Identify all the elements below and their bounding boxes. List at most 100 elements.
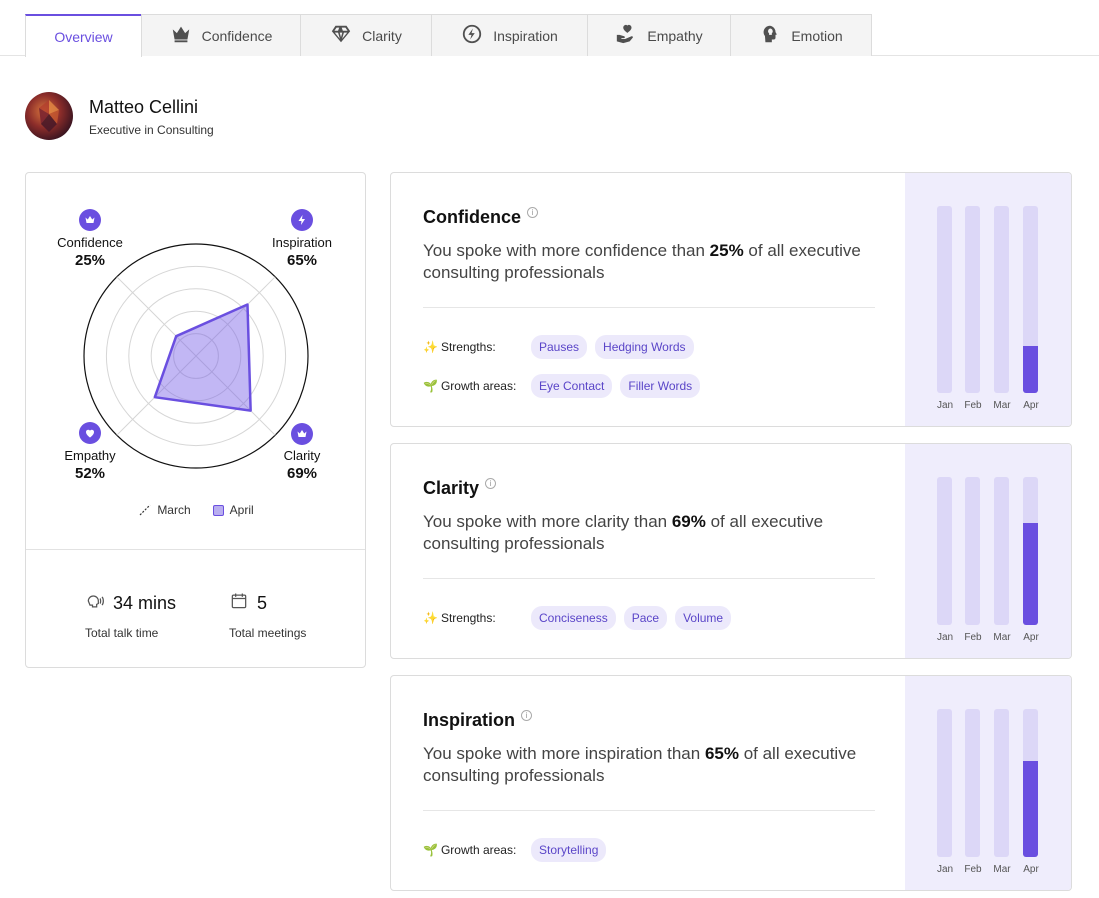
stat-value: 5 [257,593,268,613]
radar-label-confidence: Confidence 25% [35,235,145,269]
tab-confidence[interactable]: Confidence [141,14,301,56]
seedling-icon: 🌱 [423,843,438,857]
tab-label: Emotion [791,27,843,44]
heart-hand-icon [79,422,101,444]
bolt-icon [291,209,313,231]
tab-inspiration[interactable]: Inspiration [431,14,588,56]
crown-icon [291,423,313,445]
tag[interactable]: Filler Words [620,374,701,398]
radar-axis-pct: 69% [286,465,318,482]
sparkles-icon: ✨ [423,340,438,354]
tab-clarity[interactable]: Clarity [300,14,432,56]
radar-axis-name: Clarity [283,448,321,463]
radar-chart [83,243,309,469]
month-label: Mar [993,632,1011,643]
radar-legend: March April [26,503,367,517]
desc-text: of all executive consulting professional… [423,744,857,785]
card-title-text: Confidence [423,207,522,227]
desc-text: You spoke with more inspiration than [423,744,705,763]
dashed-line-icon [139,504,151,516]
seedling-icon: 🌱 [423,379,438,393]
info-icon[interactable]: i [485,478,497,489]
growth-row: 🌱 Growth areas: Storytelling [423,838,614,862]
radar-axis-pct: 25% [74,252,106,269]
month-label: Mar [993,864,1011,875]
row-label: Strengths: [440,340,496,354]
radar-grid-ring [173,333,219,379]
month-bar [994,709,1009,857]
month-label: Jan [936,864,954,875]
head-lightbulb-icon [759,23,781,48]
month-bar [994,477,1009,625]
divider [26,549,365,550]
month-label: Apr [1023,632,1039,643]
card-title: Inspiration i [423,710,533,731]
radar-label-empathy: Empathy 52% [35,448,145,482]
radar-axis-pct: 65% [286,252,318,269]
month-label: Apr [1023,400,1039,411]
metric-card-clarity: Clarity i You spoke with more clarity th… [390,443,1072,659]
summary-card: Confidence 25% Inspiration 65% Clarity 6… [25,172,366,668]
legend-april[interactable]: April [212,503,254,517]
stat-label: Total meetings [229,626,307,640]
month-bar [937,206,952,393]
crown-icon [79,209,101,231]
radar-axis-line [116,276,197,357]
card-title: Confidence i [423,207,539,228]
radar-grid-ring [128,288,264,424]
card-description: You spoke with more clarity than 69% of … [423,511,893,555]
radar-grid-ring [105,265,287,447]
tag[interactable]: Storytelling [531,838,607,862]
radar-label-inspiration: Inspiration 65% [247,235,357,269]
month-label: Mar [993,400,1011,411]
sparkles-icon: ✨ [423,611,438,625]
strengths-row: ✨ Strengths: Pauses Hedging Words [423,335,702,359]
month-bar-fill [1023,522,1038,625]
month-label: Feb [964,400,982,411]
radar-area-april [153,303,252,412]
month-bar-fill [1023,760,1038,857]
desc-pct: 25% [709,241,744,260]
tag[interactable]: Conciseness [531,606,616,630]
tab-emotion[interactable]: Emotion [730,14,872,56]
desc-text: You spoke with more confidence than [423,241,710,260]
heart-hand-icon [615,23,637,48]
radar-axis-line [195,355,276,436]
avatar [25,92,73,140]
tab-overview[interactable]: Overview [25,14,142,57]
tab-label: Inspiration [493,27,558,44]
card-description: You spoke with more confidence than 25% … [423,240,893,284]
monthly-bar-chart: Jan Feb Mar Apr [905,444,1071,658]
tag[interactable]: Pauses [531,335,588,359]
desc-text: of all executive consulting professional… [423,241,861,282]
legend-march[interactable]: March [139,503,191,517]
tag[interactable]: Eye Contact [531,374,613,398]
stat-meetings: 5 Total meetings [229,591,306,640]
card-title: Clarity i [423,478,497,499]
stat-label: Total talk time [85,626,159,640]
month-label: Feb [964,864,982,875]
legend-label: April [229,503,254,517]
info-icon[interactable]: i [521,710,533,721]
month-bar [937,709,952,857]
profile-role: Executive in Consulting [89,123,214,137]
tag[interactable]: Hedging Words [595,335,694,359]
tab-empathy[interactable]: Empathy [587,14,731,56]
month-bar [937,477,952,625]
metric-card-confidence: Confidence i You spoke with more confide… [390,172,1072,427]
month-bar [965,206,980,393]
month-label: Feb [964,632,982,643]
desc-text: of all executive consulting professional… [423,512,824,553]
month-bar [1023,477,1038,625]
radar-grid-ring [150,310,242,402]
tab-label: Clarity [362,27,402,44]
month-label: Jan [936,400,954,411]
tag[interactable]: Pace [623,606,668,630]
divider [423,307,875,308]
tag[interactable]: Volume [675,606,732,630]
month-bar [965,477,980,625]
row-label: Growth areas: [440,843,517,857]
monthly-bar-chart: Jan Feb Mar Apr [905,173,1071,426]
card-title-text: Clarity [423,478,480,498]
info-icon[interactable]: i [527,207,539,218]
